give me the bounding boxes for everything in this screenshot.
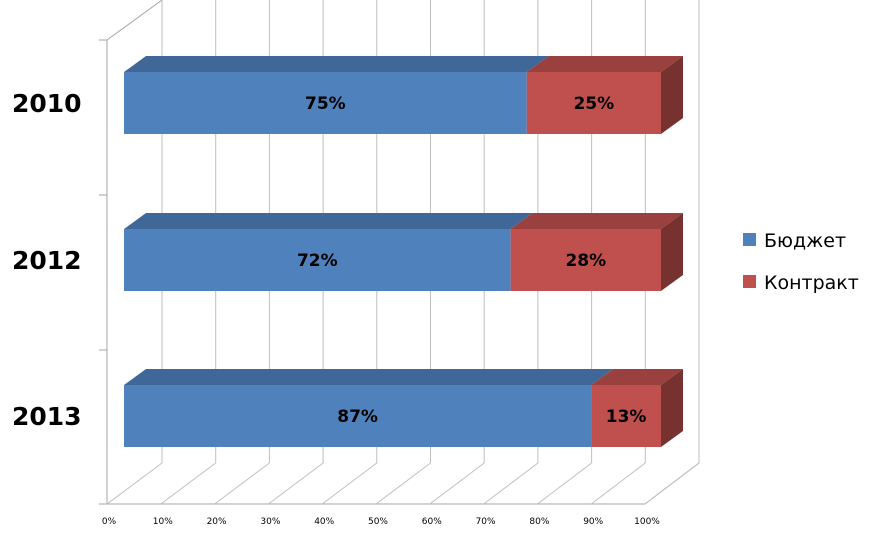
- side-wall-top-edge: [106, 0, 163, 41]
- bar-segment: [124, 385, 592, 447]
- category-label: 2013: [12, 402, 82, 431]
- bar-top-face: [124, 369, 614, 385]
- x-tick-label: 20%: [207, 517, 227, 527]
- bars: [124, 56, 683, 447]
- bar-top-face: [591, 369, 683, 385]
- x-tick-label: 60%: [422, 517, 442, 527]
- data-label: 25%: [574, 94, 615, 114]
- data-label: 28%: [565, 251, 606, 271]
- x-tick-label: 100%: [634, 517, 660, 527]
- category-labels: 2010 2012 2013: [12, 89, 82, 431]
- bar-top-face: [124, 56, 549, 72]
- legend-swatch: [743, 233, 756, 246]
- gridline-floor-5: [375, 462, 431, 505]
- x-tick-label: 80%: [529, 517, 549, 527]
- gridline-floor-10: [644, 462, 700, 505]
- bar-top-face: [124, 213, 533, 229]
- bar-segment: [591, 385, 661, 447]
- gridline-floor-8: [537, 462, 592, 505]
- data-label: 13%: [606, 407, 647, 427]
- x-tick-label: 30%: [260, 517, 280, 527]
- bar-segment: [526, 72, 661, 134]
- bar-segment: [510, 229, 661, 291]
- category-label: 2012: [12, 246, 82, 275]
- data-label: 75%: [305, 94, 346, 114]
- gridline-floor-4: [321, 462, 378, 505]
- gridline-floor-7: [483, 462, 539, 505]
- gridline-floor-3: [268, 462, 324, 505]
- legend-swatch: [743, 275, 756, 288]
- x-tick-label: 10%: [153, 517, 173, 527]
- x-tick-label: 90%: [583, 517, 603, 527]
- legend: Бюджет Контракт: [743, 230, 859, 294]
- bar-segment: [124, 72, 527, 134]
- data-label: 72%: [297, 251, 338, 271]
- category-label: 2010: [12, 89, 82, 118]
- bar-top-face: [526, 56, 683, 72]
- x-tick-labels: 0% 10% 20% 30% 40% 50% 60% 70% 80% 90% 100%: [102, 517, 660, 527]
- bar-top-face: [510, 213, 683, 229]
- gridline-floor-6: [429, 462, 485, 505]
- legend-label: Контракт: [764, 272, 859, 294]
- bar-segment: [124, 229, 511, 291]
- gridline-floor-1: [160, 462, 216, 505]
- data-labels: 75% 25% 72% 28% 87% 13%: [297, 94, 646, 427]
- bar-side-face: [661, 213, 683, 291]
- x-tick-label: 0%: [102, 517, 117, 527]
- legend-label: Бюджет: [764, 230, 846, 252]
- gridline-floor-0: [106, 462, 163, 505]
- x-tick-label: 40%: [314, 517, 334, 527]
- bar-side-face: [661, 56, 683, 134]
- x-tick-label: 70%: [476, 517, 496, 527]
- x-tick-label: 50%: [368, 517, 388, 527]
- gridline-floor-9: [590, 462, 646, 505]
- gridline-floor-2: [214, 462, 270, 505]
- bar-side-face: [661, 369, 683, 447]
- data-label: 87%: [337, 407, 378, 427]
